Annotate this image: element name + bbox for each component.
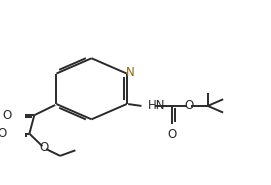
Text: HN: HN	[148, 99, 165, 112]
Text: N: N	[125, 66, 134, 79]
Text: O: O	[167, 128, 177, 141]
Text: O: O	[0, 127, 7, 140]
Text: O: O	[185, 99, 194, 112]
Text: O: O	[2, 109, 11, 122]
Text: O: O	[40, 141, 49, 154]
